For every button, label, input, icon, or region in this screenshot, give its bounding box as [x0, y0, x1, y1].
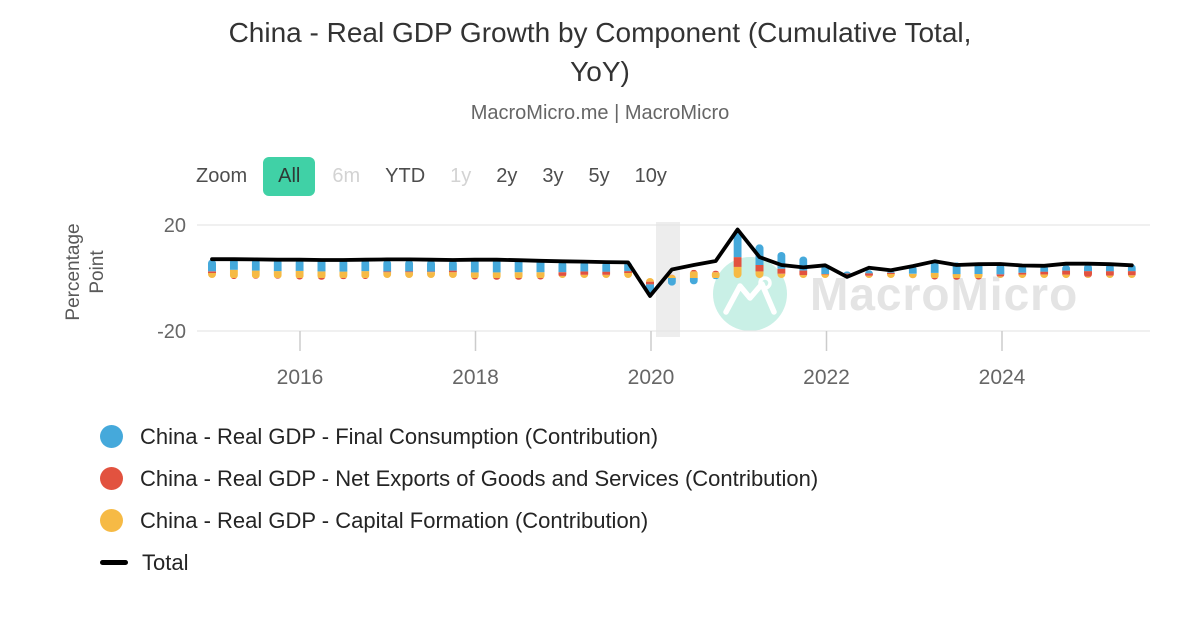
page-title-line1: China - Real GDP Growth by Component (Cu…	[0, 13, 1200, 52]
legend-item-final-consumption[interactable]: China - Real GDP - Final Consumption (Co…	[100, 424, 818, 449]
y-tick-label: 20	[164, 215, 186, 237]
x-tick-label: 2018	[452, 366, 499, 389]
legend-label: China - Real GDP - Capital Formation (Co…	[140, 508, 648, 534]
legend-item-net-exports[interactable]: China - Real GDP - Net Exports of Goods …	[100, 466, 818, 491]
zoom-range-all[interactable]: All	[263, 157, 315, 196]
y-axis-title-line1: Percentage	[62, 223, 86, 320]
y-axis-title: Percentage Point	[62, 223, 110, 320]
zoom-range-6m: 6m	[324, 157, 368, 196]
bar-2015Q1[interactable]	[208, 259, 216, 278]
bar-2017Q1[interactable]	[383, 260, 391, 278]
bar-2021Q2[interactable]	[756, 244, 764, 278]
bar-2025Q1[interactable]	[1084, 264, 1092, 278]
zoom-range-10y[interactable]: 10y	[627, 157, 675, 196]
bar-2019Q1[interactable]	[558, 261, 566, 278]
page-title-line2: YoY)	[0, 52, 1200, 91]
bar-2016Q4[interactable]	[361, 259, 369, 279]
legend-label: China - Real GDP - Final Consumption (Co…	[140, 424, 658, 450]
legend-circle-marker	[100, 467, 123, 490]
bar-2024Q4[interactable]	[1062, 265, 1070, 278]
legend-circle-marker	[100, 425, 123, 448]
bar-2017Q2[interactable]	[405, 260, 413, 278]
chart-legend: China - Real GDP - Final Consumption (Co…	[100, 424, 818, 592]
bar-2024Q1[interactable]	[996, 264, 1004, 278]
legend-line-marker	[100, 560, 128, 565]
bar-2015Q2[interactable]	[230, 258, 238, 279]
zoom-range-ytd[interactable]: YTD	[377, 157, 433, 196]
y-axis-title-line2: Point	[86, 223, 110, 320]
x-tick-label: 2024	[979, 366, 1026, 389]
bar-2019Q3[interactable]	[602, 262, 610, 278]
bar-2023Q2[interactable]	[931, 262, 939, 280]
zoom-range-1y: 1y	[442, 157, 479, 196]
chart-subtitle: MacroMicro.me | MacroMicro	[0, 102, 1200, 125]
legend-label: China - Real GDP - Net Exports of Goods …	[140, 466, 818, 492]
legend-item-capital-formation[interactable]: China - Real GDP - Capital Formation (Co…	[100, 508, 818, 533]
x-tick-label: 2020	[628, 366, 675, 389]
y-tick-label: -20	[157, 321, 186, 343]
bar-2020Q3[interactable]	[690, 270, 698, 285]
page-title: China - Real GDP Growth by Component (Cu…	[0, 13, 1200, 91]
x-tick-label: 2016	[277, 366, 324, 389]
x-tick-label: 2022	[803, 366, 850, 389]
legend-item-total[interactable]: Total	[100, 550, 818, 575]
legend-circle-marker	[100, 509, 123, 532]
bar-2016Q3[interactable]	[339, 259, 347, 279]
bar-2017Q3[interactable]	[427, 260, 435, 278]
bar-2017Q4[interactable]	[449, 260, 457, 278]
legend-label: Total	[142, 550, 188, 576]
zoom-range-2y[interactable]: 2y	[488, 157, 525, 196]
zoom-range-5y[interactable]: 5y	[581, 157, 618, 196]
bar-2019Q2[interactable]	[580, 261, 588, 278]
bar-2016Q1[interactable]	[296, 259, 304, 280]
bar-2020Q2[interactable]	[668, 275, 676, 286]
bar-2022Q3[interactable]	[865, 270, 873, 278]
bar-2015Q3[interactable]	[252, 259, 260, 279]
bar-2015Q4[interactable]	[274, 259, 282, 279]
zoom-label: Zoom	[196, 165, 247, 188]
bar-2020Q4[interactable]	[712, 271, 720, 280]
zoom-range-3y[interactable]: 3y	[534, 157, 571, 196]
